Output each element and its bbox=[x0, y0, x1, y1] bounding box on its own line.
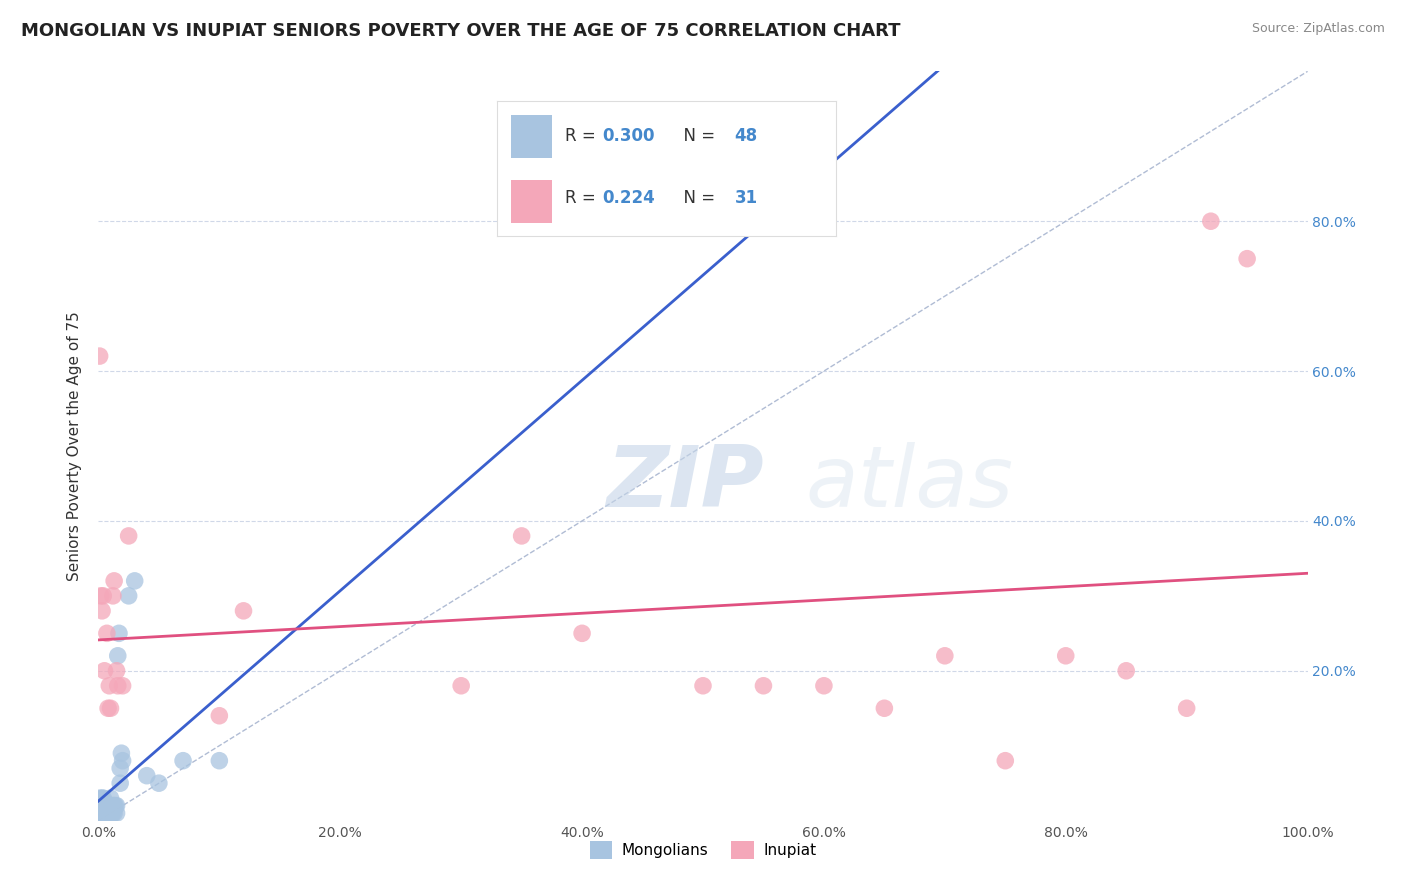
Point bbox=[89, 806, 111, 821]
Point bbox=[813, 679, 835, 693]
Point bbox=[994, 754, 1017, 768]
Point bbox=[172, 754, 194, 768]
Text: Source: ZipAtlas.com: Source: ZipAtlas.com bbox=[1251, 22, 1385, 36]
Point bbox=[100, 798, 122, 813]
Point bbox=[101, 806, 124, 821]
Point bbox=[934, 648, 956, 663]
Point bbox=[97, 701, 120, 715]
Point bbox=[96, 798, 118, 813]
Point bbox=[118, 589, 141, 603]
Point bbox=[96, 806, 118, 821]
Point bbox=[101, 798, 124, 813]
Point bbox=[93, 806, 115, 821]
Point bbox=[124, 574, 146, 588]
Point bbox=[232, 604, 254, 618]
Point bbox=[105, 664, 128, 678]
Point bbox=[105, 806, 128, 821]
Point bbox=[111, 679, 134, 693]
Point bbox=[90, 589, 112, 603]
Point bbox=[108, 761, 131, 775]
Point bbox=[1175, 701, 1198, 715]
Point bbox=[91, 798, 114, 813]
Point bbox=[1054, 648, 1077, 663]
Point bbox=[571, 626, 593, 640]
Point bbox=[103, 806, 125, 821]
Point bbox=[91, 806, 114, 821]
Point bbox=[96, 626, 118, 640]
Point bbox=[100, 806, 122, 821]
Point bbox=[94, 806, 117, 821]
Point bbox=[98, 806, 121, 821]
Point bbox=[93, 798, 115, 813]
Point bbox=[91, 806, 114, 821]
Point bbox=[91, 604, 114, 618]
Point bbox=[1236, 252, 1258, 266]
Point bbox=[100, 798, 122, 813]
Point bbox=[100, 701, 122, 715]
Point bbox=[93, 814, 115, 828]
Point bbox=[107, 648, 129, 663]
Point bbox=[208, 754, 231, 768]
Point bbox=[89, 791, 111, 805]
Point bbox=[873, 701, 896, 715]
Point bbox=[91, 589, 114, 603]
Point bbox=[100, 791, 122, 805]
Point bbox=[97, 798, 120, 813]
Point bbox=[90, 814, 112, 828]
Text: ZIP: ZIP bbox=[606, 442, 763, 525]
Point bbox=[118, 529, 141, 543]
Point bbox=[91, 798, 114, 813]
Point bbox=[89, 349, 111, 363]
Point bbox=[91, 791, 114, 805]
Point bbox=[101, 589, 124, 603]
Point bbox=[89, 798, 111, 813]
Point bbox=[103, 574, 125, 588]
Y-axis label: Seniors Poverty Over the Age of 75: Seniors Poverty Over the Age of 75 bbox=[67, 311, 83, 581]
Point bbox=[104, 798, 127, 813]
Point bbox=[111, 754, 134, 768]
Point bbox=[135, 769, 157, 783]
Point bbox=[105, 798, 128, 813]
Point bbox=[98, 679, 121, 693]
Point bbox=[1199, 214, 1222, 228]
Point bbox=[110, 746, 132, 760]
Point bbox=[108, 776, 131, 790]
Legend: Mongolians, Inupiat: Mongolians, Inupiat bbox=[583, 835, 823, 865]
Point bbox=[91, 791, 114, 805]
Point bbox=[752, 679, 775, 693]
Text: atlas: atlas bbox=[806, 442, 1014, 525]
Point bbox=[96, 814, 118, 828]
Point bbox=[97, 806, 120, 821]
Point bbox=[100, 806, 122, 821]
Point bbox=[510, 529, 533, 543]
Text: MONGOLIAN VS INUPIAT SENIORS POVERTY OVER THE AGE OF 75 CORRELATION CHART: MONGOLIAN VS INUPIAT SENIORS POVERTY OVE… bbox=[21, 22, 901, 40]
Point bbox=[148, 776, 170, 790]
Point bbox=[93, 664, 115, 678]
Point bbox=[98, 798, 121, 813]
Point bbox=[94, 798, 117, 813]
Point bbox=[103, 798, 125, 813]
Point bbox=[90, 806, 112, 821]
Point bbox=[108, 626, 131, 640]
Point bbox=[208, 708, 231, 723]
Point bbox=[90, 798, 112, 813]
Point bbox=[1115, 664, 1137, 678]
Point bbox=[107, 679, 129, 693]
Point bbox=[450, 679, 472, 693]
Point bbox=[692, 679, 714, 693]
